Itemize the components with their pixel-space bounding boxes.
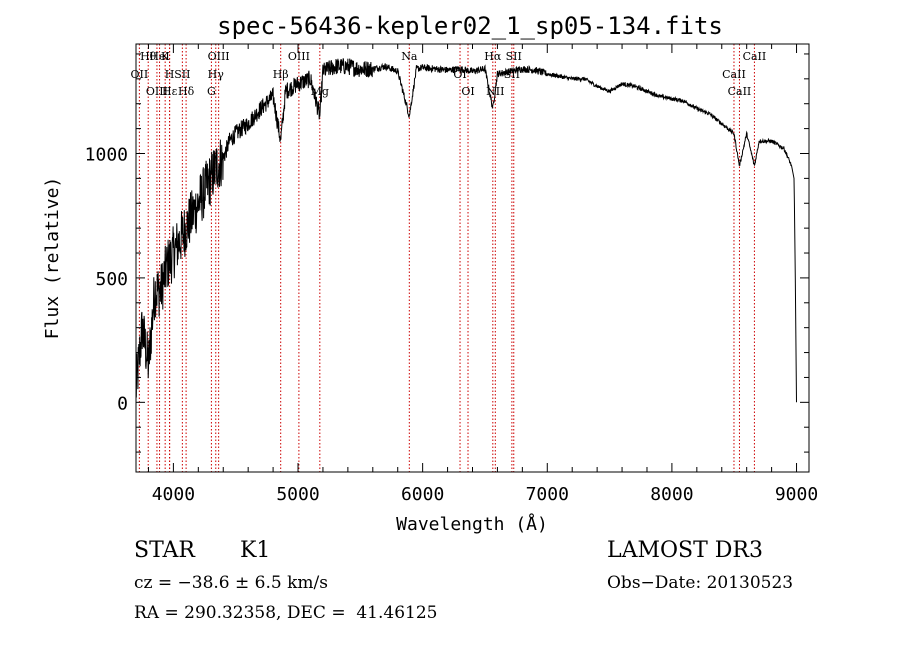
spectral-line-label: CaII xyxy=(728,85,752,98)
spectral-line-label: SII xyxy=(506,50,522,63)
spectral-line-label: CaII xyxy=(743,50,767,63)
y-tick-label: 0 xyxy=(117,393,128,414)
spectral-line-label: OI xyxy=(461,85,474,98)
y-tick-label: 500 xyxy=(95,269,128,290)
spectral-line-label: Hβ xyxy=(273,68,289,81)
redshift-velocity: cz = −38.6 ± 6.5 km/s xyxy=(134,573,328,593)
plot-frame xyxy=(135,43,810,473)
spectral-line-label: Hδ xyxy=(178,85,195,98)
x-tick-label: 6000 xyxy=(401,484,444,505)
spectral-line-label: OIII xyxy=(208,50,230,63)
spectral-line-label: Hγ xyxy=(208,68,225,81)
x-tick-label: 8000 xyxy=(650,484,693,505)
spectral-line-label: H xyxy=(165,68,175,81)
spectral-line-label: G xyxy=(207,85,216,98)
y-tick-label: 1000 xyxy=(85,144,128,165)
y-axis-label: Flux (relative) xyxy=(42,177,63,340)
axis-ticks: 4000 5000 6000 7000 8000 9000 0 500 1000 xyxy=(85,44,818,505)
spectral-line-label: Hα xyxy=(484,50,502,63)
survey-name: LAMOST DR3 xyxy=(607,538,763,563)
spectral-line-label: Na xyxy=(401,50,418,63)
spectral-line-label: OIII xyxy=(146,85,168,98)
spectral-line-label: SII xyxy=(174,68,190,81)
spectral-line-labels: HθOIIOIIIKHHεHeISIIHδOIIIHγGOIIIHβMgNaOI… xyxy=(131,50,767,98)
spectral-line-label: Hθ xyxy=(140,50,157,63)
spectral-line-label: OII xyxy=(131,68,149,81)
spectrum-line xyxy=(135,58,797,403)
chart-title: spec-56436-kepler02_1_sp05-134.fits xyxy=(217,12,723,40)
spectral-line-label: OIII xyxy=(288,50,310,63)
object-class: STAR xyxy=(134,538,195,563)
spectral-line-label: Hε xyxy=(162,85,178,98)
spectral-line-label: HeI xyxy=(149,50,169,63)
spectral-line-label: CaII xyxy=(722,68,746,81)
x-axis-label: Wavelength (Å) xyxy=(396,513,548,535)
observation-date: Obs−Date: 20130523 xyxy=(607,573,794,593)
x-tick-label: 5000 xyxy=(276,484,319,505)
x-tick-label: 7000 xyxy=(526,484,569,505)
x-tick-label: 4000 xyxy=(152,484,195,505)
x-tick-label: 9000 xyxy=(775,484,818,505)
object-subclass: K1 xyxy=(240,538,271,563)
spectral-line-label: K xyxy=(161,50,170,63)
sky-coordinates: RA = 290.32358, DEC = 41.46125 xyxy=(134,603,438,623)
spectral-line-markers xyxy=(138,44,755,472)
